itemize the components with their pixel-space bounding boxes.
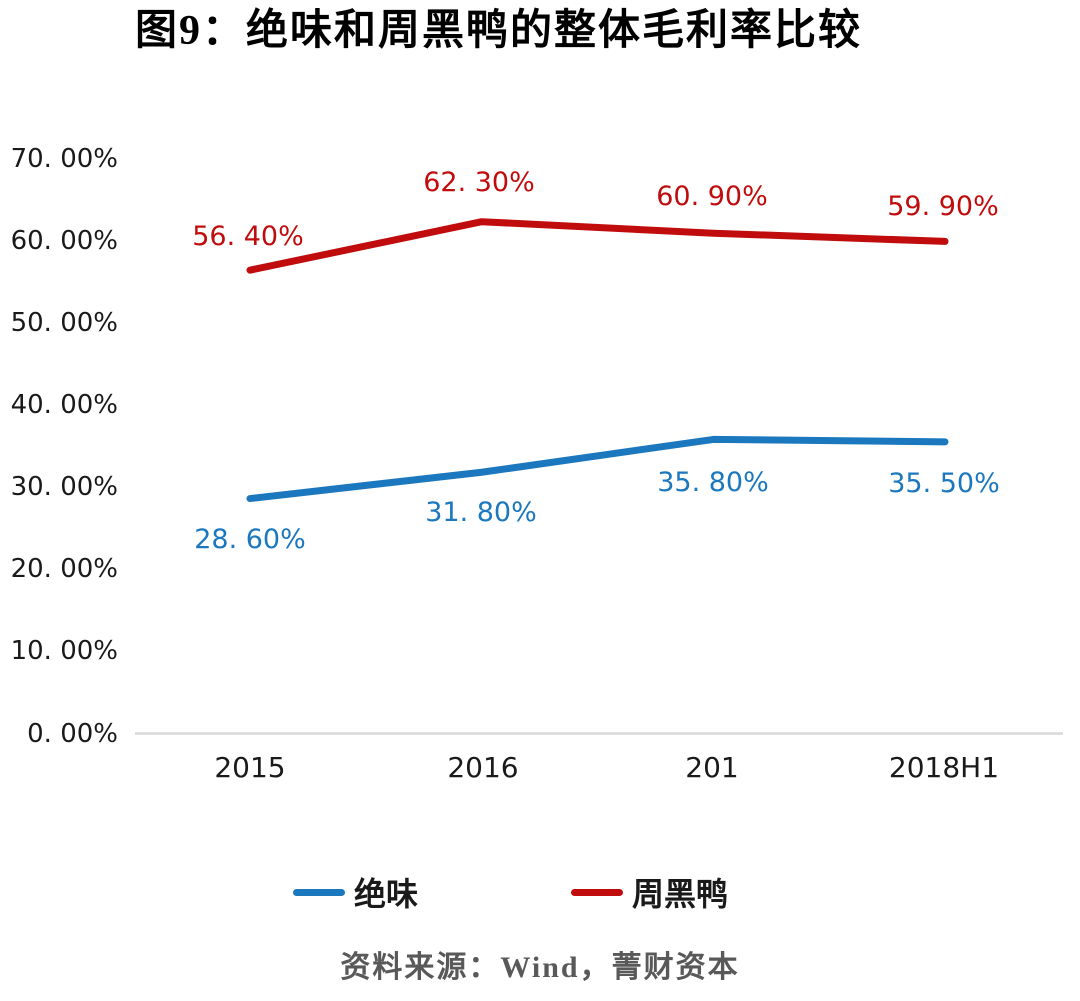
zhouheiya-line bbox=[246, 218, 949, 274]
zhouheiya-label-2017: 60. 90% bbox=[656, 181, 768, 212]
zhouheiya-label-2016: 62. 30% bbox=[423, 167, 535, 198]
legend-item-zhouheiya: 周黑鸭 bbox=[571, 872, 728, 912]
juewei-label-2016: 31. 80% bbox=[425, 497, 537, 528]
source-note: 资料来源：Wind，菁财资本 bbox=[340, 951, 740, 984]
legend: 绝味 周黑鸭 bbox=[0, 872, 1080, 912]
legend-label-juewei: 绝味 bbox=[354, 876, 419, 912]
y-tick-40: 40. 00% bbox=[10, 390, 118, 420]
y-tick-10: 10. 00% bbox=[10, 636, 118, 666]
chart-title: 图9：绝味和周黑鸭的整体毛利率比较 bbox=[135, 8, 863, 54]
juewei-label-2018h1: 35. 50% bbox=[888, 468, 1000, 499]
x-tick-2015: 2015 bbox=[214, 751, 286, 784]
x-tick-2018h1: 2018H1 bbox=[888, 751, 1000, 784]
y-tick-20: 20. 00% bbox=[10, 554, 118, 584]
x-tick-2016: 2016 bbox=[447, 751, 519, 784]
legend-label-zhouheiya: 周黑鸭 bbox=[632, 876, 729, 912]
y-tick-70: 70. 00% bbox=[10, 144, 118, 174]
y-tick-50: 50. 00% bbox=[10, 308, 118, 338]
juewei-label-2017: 35. 80% bbox=[657, 467, 769, 498]
y-tick-30: 30. 00% bbox=[10, 472, 118, 502]
juewei-line bbox=[246, 435, 949, 503]
y-tick-0: 0. 00% bbox=[27, 719, 118, 749]
juewei-label-2015: 28. 60% bbox=[194, 524, 306, 555]
x-tick-2017: 201 bbox=[685, 751, 739, 784]
juewei-swatch bbox=[293, 888, 345, 896]
legend-item-juewei: 绝味 bbox=[293, 872, 418, 912]
zhouheiya-label-2015: 56. 40% bbox=[192, 221, 304, 252]
y-tick-60: 60. 00% bbox=[10, 226, 118, 256]
zhouheiya-label-2018h1: 59. 90% bbox=[887, 191, 999, 222]
zhouheiya-swatch bbox=[571, 888, 623, 896]
